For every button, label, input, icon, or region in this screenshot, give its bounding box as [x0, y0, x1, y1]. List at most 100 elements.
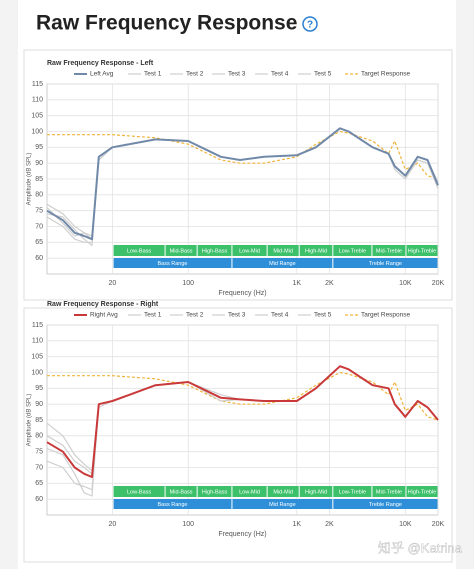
band-label: Mid-Treble [376, 248, 402, 254]
band-label: Low-Mid [239, 489, 260, 495]
y-tick-label: 115 [32, 81, 43, 88]
y-tick-label: 115 [32, 322, 43, 329]
y-tick-label: 70 [35, 464, 43, 471]
band [406, 245, 438, 256]
y-tick-label: 85 [35, 417, 43, 424]
band-label: Low-Treble [339, 248, 366, 254]
legend-label: Test 3 [228, 312, 246, 319]
band-label: High-Mid [305, 248, 327, 254]
band-label: Mid Range [269, 502, 296, 508]
band [267, 245, 299, 256]
band-label: Low-Bass [127, 248, 151, 254]
band [197, 245, 232, 256]
x-tick-label: 1K [292, 280, 301, 287]
band [406, 486, 438, 497]
x-tick-label: 2K [325, 521, 334, 528]
y-tick-label: 105 [31, 354, 43, 361]
x-tick-label: 20 [108, 521, 116, 528]
x-tick-label: 20 [108, 280, 116, 287]
y-axis-label: Amplitude (dB SPL) [27, 153, 33, 206]
series-line [46, 365, 439, 478]
legend-label: Test 2 [186, 71, 204, 78]
y-tick-label: 75 [35, 449, 43, 456]
band [333, 245, 372, 256]
x-tick-label: 20K [432, 280, 445, 287]
series-line [47, 371, 439, 421]
y-tick-label: 95 [35, 144, 43, 151]
y-tick-label: 100 [31, 369, 43, 376]
band [232, 499, 333, 509]
watermark: 知乎 @Katrina [378, 540, 463, 555]
x-tick-label: 100 [182, 521, 194, 528]
y-tick-label: 90 [35, 401, 43, 408]
band-label: High-Bass [202, 489, 228, 495]
band [232, 258, 333, 268]
band [333, 499, 438, 509]
band-label: High-Mid [305, 489, 327, 495]
band [299, 245, 333, 256]
x-axis-label: Frequency (Hz) [218, 531, 266, 538]
y-tick-label: 75 [35, 208, 43, 215]
x-tick-label: 20K [432, 521, 445, 528]
x-tick-label: 10K [399, 280, 412, 287]
help-icon[interactable] [302, 16, 318, 32]
x-axis-label: Frequency (Hz) [218, 290, 266, 297]
band-label: Mid-Mid [273, 248, 293, 254]
y-tick-label: 70 [35, 223, 43, 230]
legend-label: Test 3 [228, 71, 246, 78]
band [113, 245, 165, 256]
legend-label: Test 4 [271, 71, 289, 78]
series-line [46, 127, 439, 241]
band [113, 486, 165, 497]
band-label: High-Treble [408, 489, 437, 495]
band-label: Low-Bass [127, 489, 151, 495]
y-tick-label: 60 [35, 255, 43, 262]
band [372, 245, 406, 256]
page-title: Raw Frequency Response [36, 12, 297, 35]
y-tick-label: 85 [35, 176, 43, 183]
band [372, 486, 406, 497]
band-label: Low-Mid [239, 248, 260, 254]
band-label: Bass Range [158, 502, 188, 508]
x-tick-label: 2K [325, 280, 334, 287]
legend-label: Left Avg [90, 71, 114, 78]
band [267, 486, 299, 497]
band [197, 486, 232, 497]
band [113, 499, 232, 509]
band [232, 245, 267, 256]
x-tick-label: 1K [292, 521, 301, 528]
band-label: Mid Range [269, 261, 296, 267]
legend-label: Test 5 [314, 71, 332, 78]
y-axis-label: Amplitude (dB SPL) [27, 394, 33, 447]
band [165, 486, 197, 497]
y-tick-label: 110 [32, 97, 43, 104]
y-tick-label: 65 [35, 480, 43, 487]
band-label: Mid-Mid [273, 489, 293, 495]
y-tick-label: 95 [35, 385, 43, 392]
legend-label: Target Response [361, 312, 411, 319]
band-label: Low-Treble [339, 489, 366, 495]
x-tick-label: 10K [399, 521, 412, 528]
band [232, 486, 267, 497]
legend-label: Target Response [361, 71, 411, 78]
y-tick-label: 60 [35, 496, 43, 503]
band-label: Treble Range [369, 261, 402, 267]
x-tick-label: 100 [182, 280, 194, 287]
band-label: Mid-Bass [170, 489, 193, 495]
band-label: Mid-Bass [170, 248, 193, 254]
y-tick-label: 80 [35, 192, 43, 199]
band [333, 258, 438, 268]
band-label: Bass Range [158, 261, 188, 267]
chart-panel [23, 307, 453, 563]
y-tick-label: 80 [35, 433, 43, 440]
band [333, 486, 372, 497]
legend-label: Test 2 [186, 312, 204, 319]
y-tick-label: 65 [35, 239, 43, 246]
y-tick-label: 90 [35, 160, 43, 167]
legend-label: Test 4 [271, 312, 289, 319]
help-icon-text[interactable]: ? [307, 20, 313, 31]
band [113, 258, 232, 268]
band-label: Mid-Treble [376, 489, 402, 495]
series-line [47, 130, 439, 180]
